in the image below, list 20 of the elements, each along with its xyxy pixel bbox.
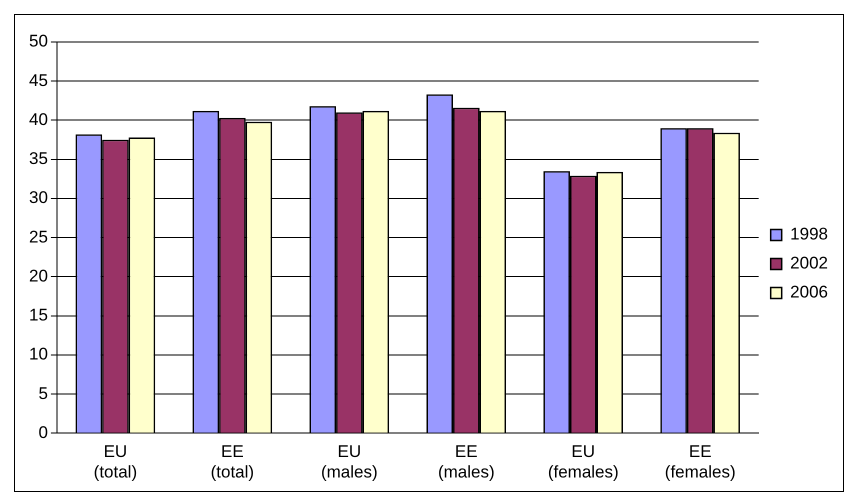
x-tick-label: EE (males)	[438, 442, 495, 482]
x-tick-label: EU (total)	[94, 442, 138, 482]
legend-label: 2002	[790, 254, 828, 273]
y-tick-label: 15	[28, 306, 48, 325]
y-tick-label: 50	[28, 32, 48, 51]
x-tick-label: EU (males)	[320, 442, 378, 482]
y-tick-label: 0	[38, 422, 48, 442]
y-tick-label: 40	[28, 110, 48, 129]
x-tick-label: EE (total)	[210, 442, 254, 482]
y-tick-label: 35	[28, 149, 48, 168]
x-tick-label: EE (females)	[664, 442, 736, 482]
y-tick-label: 20	[28, 266, 48, 286]
x-tick-label: EU (females)	[548, 442, 619, 482]
y-tick-label: 10	[28, 344, 48, 364]
legend-label: 2006	[790, 282, 828, 302]
y-tick-label: 45	[28, 70, 48, 90]
y-tick-label: 25	[28, 227, 48, 246]
legend-label: 1998	[790, 224, 828, 244]
y-tick-label: 30	[28, 188, 48, 208]
y-tick-label: 5	[38, 384, 48, 403]
